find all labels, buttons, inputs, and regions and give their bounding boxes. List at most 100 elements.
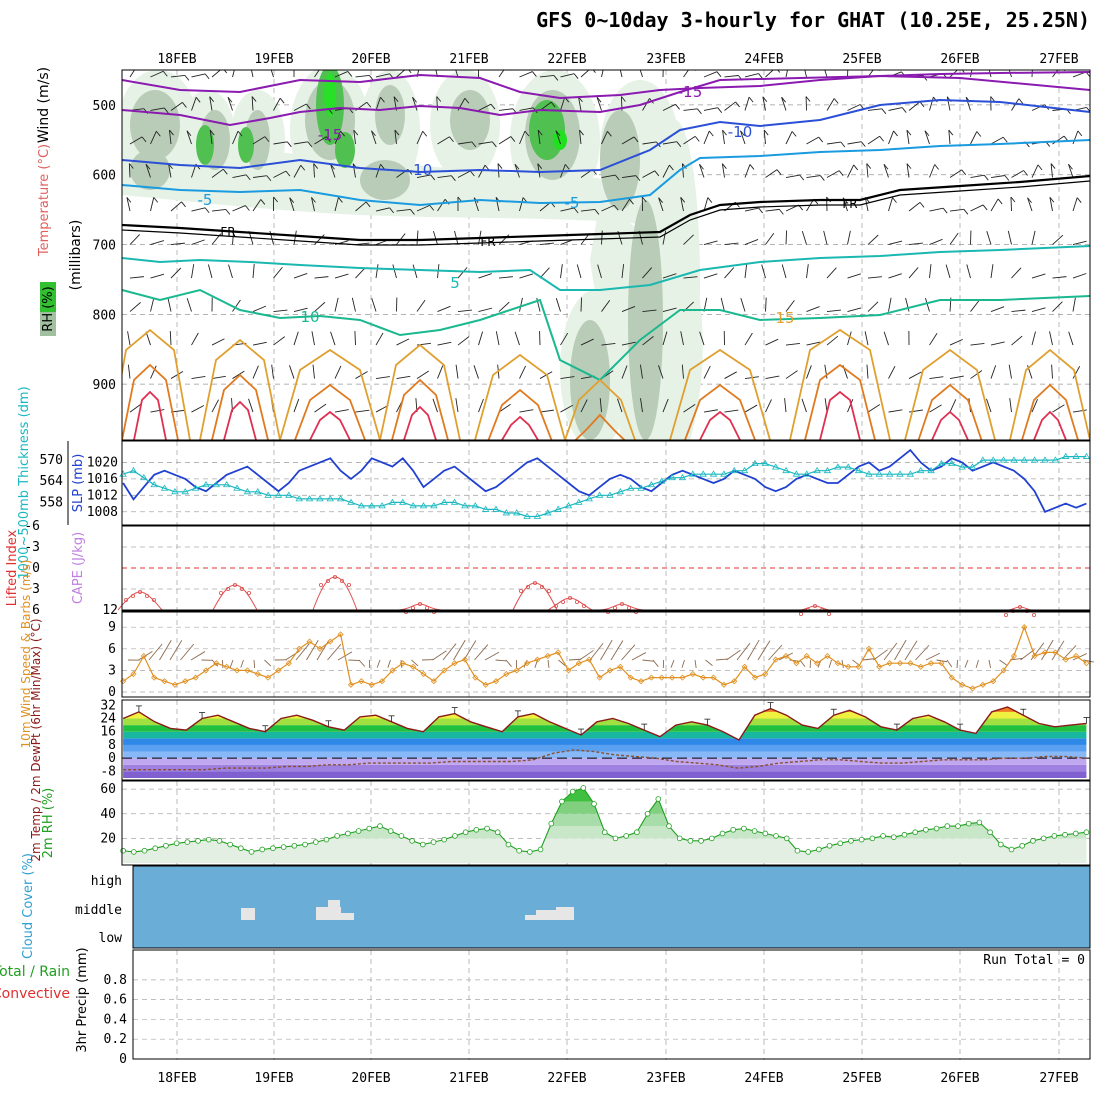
temperature-band [123,725,1087,732]
rh-axis-label: RH (%) [41,286,56,331]
li-point [561,600,566,605]
li-curve [397,603,443,611]
wind-barb [990,341,1005,346]
rh-point [666,823,672,829]
thickness-point [171,488,179,495]
wind-barb [170,267,182,279]
wind-barb [437,175,452,178]
wind-barb [683,234,694,245]
li-curve [312,576,358,611]
rh-point [355,828,362,834]
wind-barb [990,365,997,379]
rh-mid-area [600,110,640,210]
wind-barb [929,96,934,111]
thickness-point [606,491,614,498]
wind-barb [1094,372,1100,378]
wind-barb [867,135,880,145]
cloud-block [536,910,556,920]
wind-speed-point [762,670,769,678]
bottom-date-label: 27FEB [1039,1071,1078,1086]
wind-barb [478,398,484,413]
wind-barb [314,301,326,312]
wind-speed-point [834,660,841,667]
wind-barb-flag [1004,175,1010,181]
thickness-point [813,466,821,474]
cloud-axis-label: Cloud Cover (%) [21,853,36,959]
thickness-point [678,473,687,481]
wind-barb [801,231,807,245]
thickness-point [782,466,790,474]
wind-barb [683,276,698,279]
wind-barb [355,409,370,413]
wind-barb [457,336,470,346]
wind-barb [412,264,418,279]
rh-band [123,801,1087,814]
rh-point [516,847,522,854]
contour-25 [501,415,539,440]
wind-speed-point [492,678,500,685]
wind-barb [1092,164,1094,178]
wind-barb [703,107,718,111]
wind-barb-flag [1018,98,1024,104]
thickness-point [160,484,169,491]
wind-speed-point [368,681,375,688]
cloud-level-label: middle [75,903,122,918]
wind-barb [683,70,689,78]
contour-25 [931,410,969,440]
pressure-axis-label: (millibars) [68,220,84,291]
wind-barb [211,399,219,413]
wind-barb-flag [250,63,254,68]
wind-barb [945,264,951,279]
wind-barb [948,130,951,145]
wind-barb [211,338,225,346]
wind-speed-point [886,660,893,667]
surface-wind-barb [757,640,771,661]
rh-point [569,788,576,795]
wind-barb-flag [553,75,559,81]
wind-barb [866,364,869,379]
wind-barb [765,70,774,78]
wind-barb [1052,276,1067,279]
wind-barb-flag [635,175,641,181]
wind-barb [806,136,819,145]
thickness-point [419,502,428,509]
wind-barb [289,197,295,212]
wind-barb-flag [209,129,215,136]
wind-barb-flag [840,141,846,148]
contour-20 [211,373,269,440]
li-curve [212,584,258,611]
thickness-point [699,470,707,477]
wind-barb [781,264,787,279]
contour-20 [391,378,449,440]
top-date-label: 21FEB [449,52,488,67]
wind-barb [355,74,370,78]
chart-title: GFS 0~10day 3-hourly for GHAT (10.25E, 2… [536,8,1090,32]
surface-wind-barb [306,639,319,661]
wind-axis-label: Wind (m/s) [36,67,52,143]
wind-barb-flag [776,169,782,175]
wind-barb [744,96,750,111]
wind-speed-point [1010,652,1017,660]
wind-speed-point [710,674,717,681]
contour-20 [684,383,756,440]
thickness-point [595,491,604,498]
wind-speed-point [772,656,779,663]
wind-barb-flag [1049,196,1055,203]
wind-barb [949,232,959,245]
wind-barb-flag [901,107,907,113]
wind-speed-point [679,674,686,681]
wind-barb [621,198,630,212]
surface-wind-barb [229,659,234,668]
wind-barb [642,336,654,346]
wind-speed-point [617,663,624,670]
wind-barb [252,136,266,145]
wind-speed-point [1062,656,1069,663]
thickness-point [999,456,1008,463]
wind-barb [375,73,390,78]
wind-tick-label: 6 [108,642,116,657]
rh-point [794,847,801,854]
cloud-level-label: high [91,874,122,889]
wind-barb-flag [594,209,600,215]
temp2m-axis-label: 2m Temp / 2m DewPt (6hr Min/Max) (°C) [29,618,43,861]
wind-barb [1031,104,1045,111]
